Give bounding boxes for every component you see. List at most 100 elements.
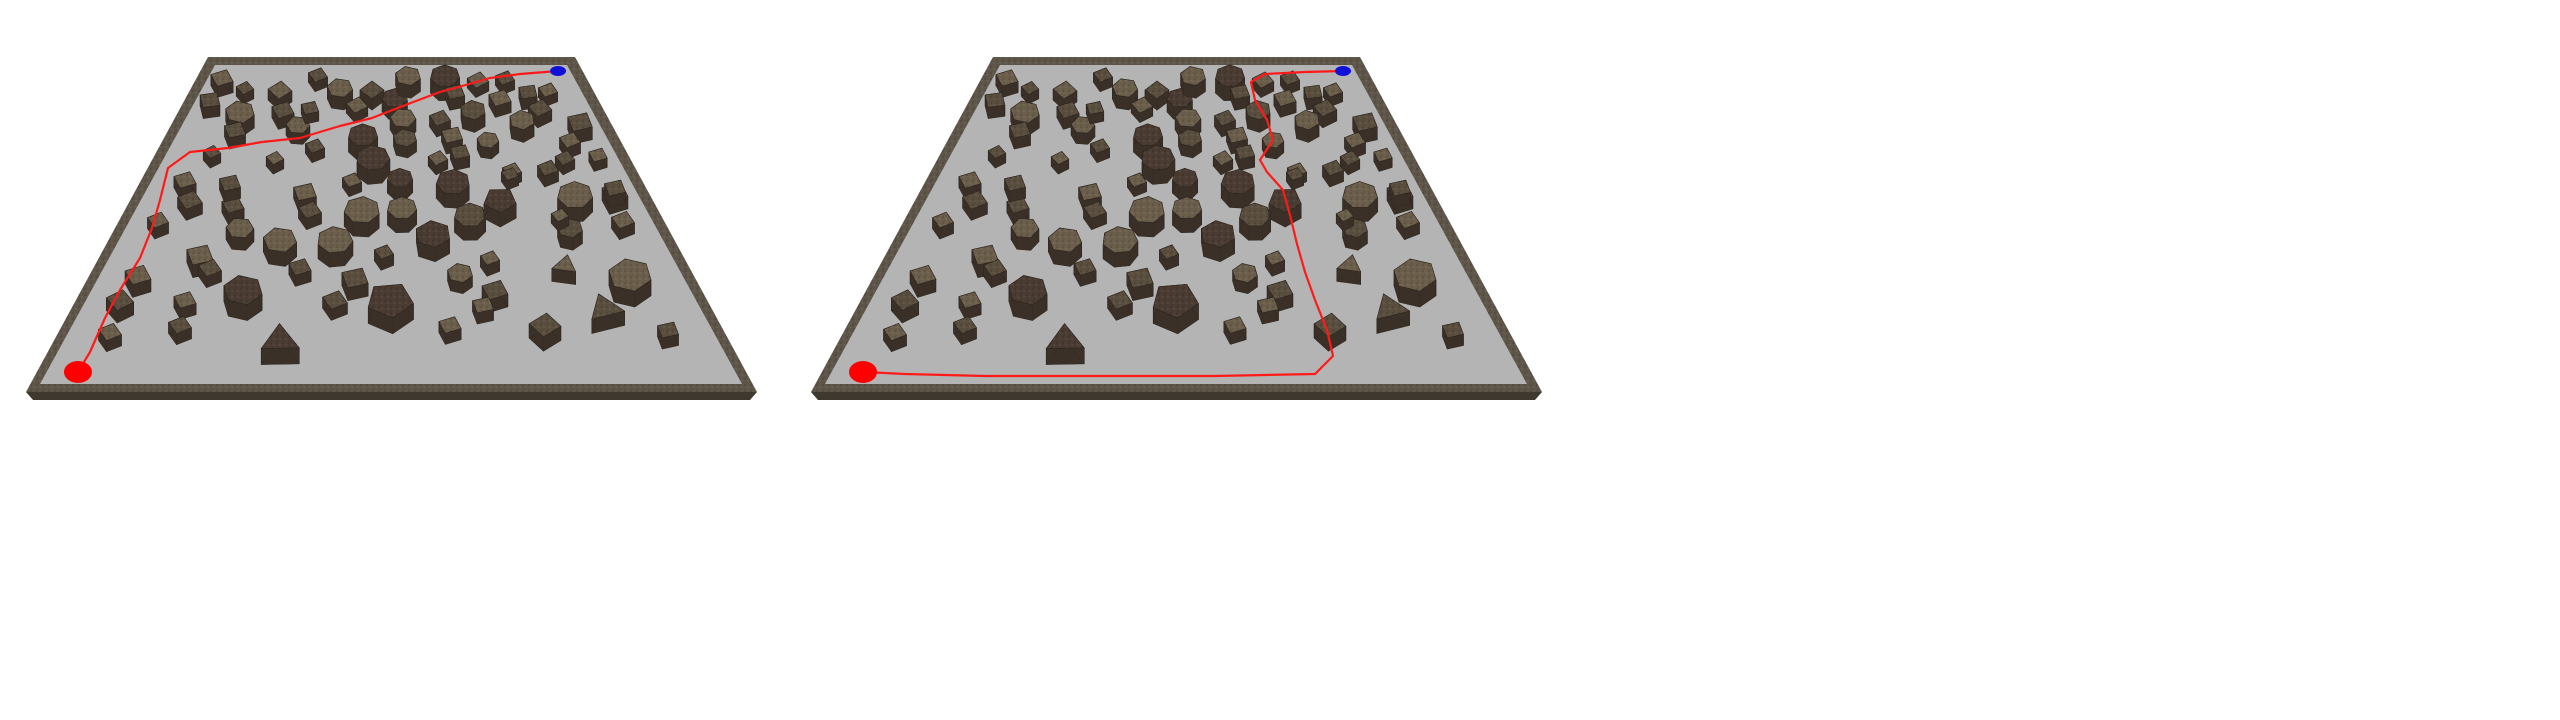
obstacle	[1158, 244, 1180, 272]
obstacle	[591, 293, 626, 334]
obstacle	[265, 150, 285, 175]
obstacle	[1083, 200, 1107, 231]
wall-front-face	[26, 392, 757, 400]
obstacle	[1178, 128, 1202, 159]
obstacle	[173, 291, 197, 320]
planned-path-left	[77, 69, 559, 373]
obstacle	[460, 99, 486, 133]
obstacle	[343, 196, 380, 238]
obstacle	[395, 66, 421, 99]
obstacle	[173, 171, 197, 200]
obstacle	[987, 144, 1007, 169]
obstacle	[1273, 89, 1297, 118]
obstacle	[224, 121, 246, 150]
obstacle	[348, 123, 379, 161]
obstacle	[1141, 144, 1176, 185]
obstacle	[909, 264, 937, 298]
obstacle	[1251, 71, 1275, 99]
obstacle	[198, 258, 222, 289]
goal-marker	[550, 66, 566, 76]
obstacle	[262, 227, 298, 268]
obstacle	[304, 138, 326, 164]
obstacle	[557, 181, 593, 223]
obstacle	[1212, 149, 1234, 176]
obstacle	[958, 171, 982, 200]
obstacle	[1085, 101, 1105, 125]
obstacle	[387, 167, 414, 201]
obstacle	[657, 321, 679, 350]
obstacle	[1257, 296, 1279, 325]
obstacle	[1172, 167, 1199, 201]
obstacle	[1004, 174, 1026, 203]
obstacle	[260, 322, 300, 366]
obstacle	[168, 315, 192, 346]
obstacle	[1312, 98, 1338, 129]
obstacle	[1201, 220, 1235, 263]
obstacle	[604, 179, 626, 208]
scene-panel-left	[26, 57, 757, 400]
obstacle	[223, 274, 263, 322]
obstacle	[326, 78, 354, 111]
obstacle	[890, 289, 920, 324]
obstacle	[341, 267, 369, 302]
obstacle	[1245, 99, 1271, 133]
obstacle	[883, 322, 907, 353]
obstacle	[1126, 172, 1148, 198]
obstacle	[416, 220, 450, 263]
obstacle	[1010, 217, 1040, 252]
obstacle	[393, 128, 417, 159]
obstacle	[1229, 84, 1251, 111]
obstacle	[1078, 183, 1102, 213]
obstacle	[554, 149, 576, 176]
obstacle	[1009, 121, 1031, 150]
wall-front-face	[811, 392, 1542, 400]
obstacle	[488, 89, 512, 118]
obstacle	[1352, 112, 1378, 145]
obstacle	[435, 168, 470, 209]
start-marker	[849, 361, 877, 383]
goal-marker	[1335, 66, 1351, 76]
obstacle	[1220, 168, 1255, 209]
obstacle	[537, 159, 559, 188]
obstacle	[454, 202, 487, 241]
obstacle	[447, 263, 473, 295]
obstacle	[995, 69, 1019, 98]
obstacle	[219, 174, 241, 203]
obstacle	[341, 172, 363, 198]
obstacle	[1130, 96, 1154, 124]
obstacle	[953, 315, 977, 346]
obstacle	[1050, 150, 1070, 175]
obstacle	[1126, 267, 1154, 302]
obstacle	[98, 322, 122, 353]
obstacle	[1008, 274, 1048, 322]
obstacle	[1045, 322, 1085, 366]
obstacle	[427, 149, 449, 176]
obstacle	[1128, 196, 1165, 238]
obstacle	[367, 283, 414, 335]
obstacle	[551, 254, 577, 285]
obstacle	[1285, 166, 1305, 191]
obstacle	[1234, 144, 1256, 171]
obstacles	[98, 64, 679, 366]
obstacle	[1339, 149, 1361, 176]
obstacle	[1107, 289, 1133, 322]
obstacle	[608, 258, 652, 308]
scene-panel-right	[811, 57, 1542, 400]
obstacle	[1152, 283, 1199, 335]
obstacle	[958, 291, 982, 320]
obstacle	[1052, 80, 1078, 111]
obstacle	[1294, 109, 1320, 143]
obstacle	[611, 210, 635, 241]
obstacle	[509, 109, 535, 143]
obstacle	[1389, 179, 1411, 208]
obstacle	[588, 147, 608, 172]
obstacle	[1322, 159, 1344, 188]
obstacle	[1073, 258, 1097, 287]
obstacle	[298, 200, 322, 231]
obstacle	[528, 312, 562, 352]
obstacle	[932, 211, 954, 240]
obstacle	[356, 144, 391, 185]
obstacle	[1373, 147, 1393, 172]
obstacle	[1239, 202, 1272, 241]
